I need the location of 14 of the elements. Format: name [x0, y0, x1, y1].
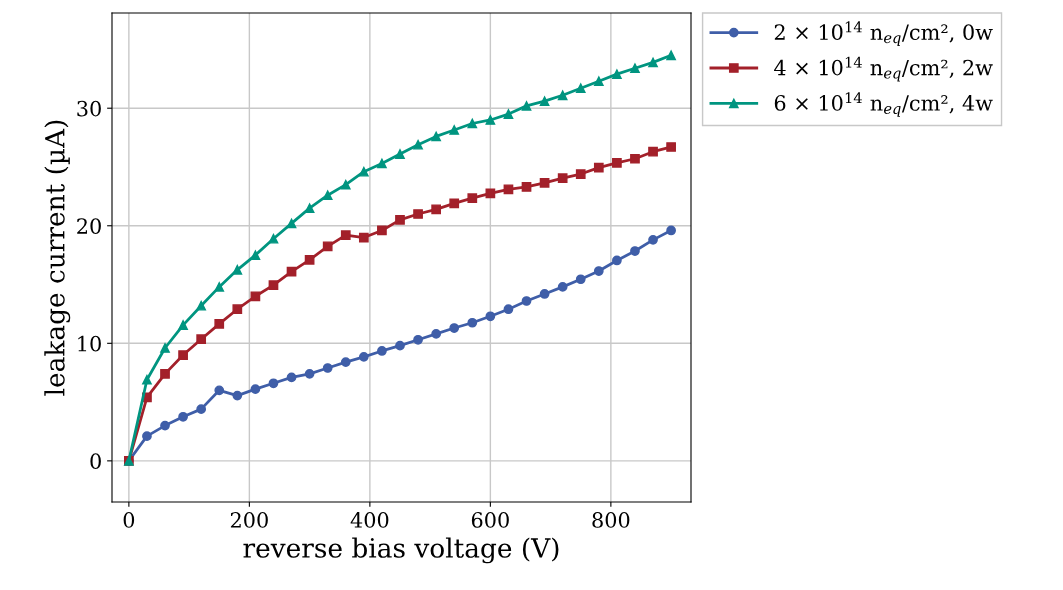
y-tick-label: 0 — [90, 453, 101, 470]
legend-label: 4 × 10$^{14}$ n$_{eq}$/cm², 2w — [774, 56, 993, 82]
y-axis-title: leakage current (µA) — [44, 120, 71, 396]
y-tick-label: 20 — [77, 218, 101, 234]
x-tick-label: 800 — [592, 512, 630, 528]
x-axis-title: reverse bias voltage (V) — [243, 537, 559, 564]
x-tick-label: 600 — [471, 512, 509, 528]
legend-label: 2 × 10$^{14}$ n$_{eq}$/cm², 0w — [774, 21, 993, 46]
x-tick-label: 200 — [230, 512, 268, 528]
y-tick-label: 10 — [78, 335, 101, 352]
x-tick-label: 0 — [123, 512, 135, 528]
legend-label: 6 × 10$^{14}$ n$_{eq}$/cm², 4w — [774, 92, 993, 117]
x-tick-label: 400 — [350, 512, 389, 528]
y-tick-label: 30 — [77, 100, 101, 117]
